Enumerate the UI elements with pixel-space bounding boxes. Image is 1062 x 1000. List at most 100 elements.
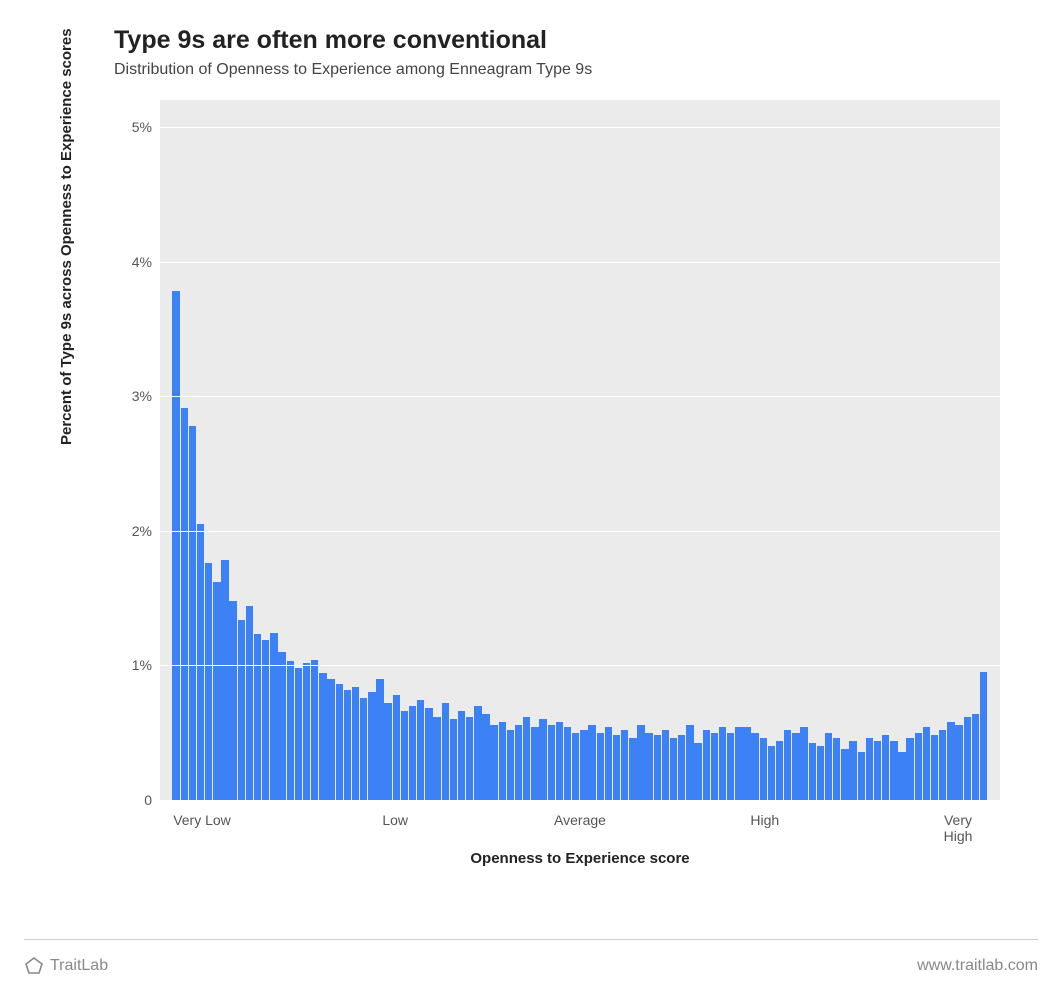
histogram-bar <box>344 690 351 800</box>
histogram-bar <box>393 695 400 800</box>
histogram-bar <box>189 426 196 800</box>
histogram-bar <box>580 730 587 800</box>
histogram-bar <box>523 717 530 800</box>
histogram-bar <box>588 725 595 800</box>
histogram-bar <box>906 738 913 800</box>
x-tick-label: Very High <box>931 812 985 844</box>
x-tick-label: Average <box>554 812 606 828</box>
histogram-bar <box>743 727 750 800</box>
y-axis-title: Percent of Type 9s across Openness to Ex… <box>58 28 75 445</box>
y-tick-label: 1% <box>104 657 152 673</box>
histogram-bar <box>751 733 758 800</box>
histogram-bar <box>964 717 971 800</box>
gridline <box>160 531 1000 532</box>
histogram-bar <box>352 687 359 800</box>
histogram-bar <box>336 684 343 800</box>
footer-url: www.traitlab.com <box>917 957 1038 975</box>
histogram-bar <box>572 733 579 800</box>
histogram-bar <box>499 722 506 800</box>
histogram-bar <box>221 560 228 800</box>
histogram-bar <box>368 692 375 800</box>
gridline <box>160 127 1000 128</box>
gridline <box>160 262 1000 263</box>
histogram-bar <box>327 679 334 800</box>
histogram-bar <box>613 735 620 800</box>
pentagon-icon <box>24 956 44 976</box>
histogram-bar <box>686 725 693 800</box>
histogram-bar <box>678 735 685 800</box>
y-tick-label: 3% <box>104 388 152 404</box>
histogram-bars <box>160 100 1000 800</box>
y-tick-label: 0 <box>104 792 152 808</box>
y-tick-label: 4% <box>104 254 152 270</box>
histogram-bar <box>548 725 555 800</box>
histogram-bar <box>556 722 563 800</box>
histogram-bar <box>474 706 481 800</box>
footer: TraitLab www.traitlab.com <box>24 950 1038 982</box>
histogram-bar <box>319 673 326 800</box>
histogram-bar <box>295 668 302 800</box>
histogram-bar <box>409 706 416 800</box>
histogram-bar <box>450 719 457 800</box>
histogram-bar <box>172 291 179 800</box>
histogram-bar <box>229 601 236 800</box>
footer-divider <box>24 939 1038 940</box>
histogram-bar <box>703 730 710 800</box>
histogram-bar <box>654 735 661 800</box>
x-tick-label: Low <box>382 812 408 828</box>
histogram-bar <box>670 738 677 800</box>
chart-title: Type 9s are often more conventional <box>114 26 1038 55</box>
histogram-bar <box>515 725 522 800</box>
histogram-bar <box>287 661 294 800</box>
histogram-bar <box>849 741 856 800</box>
histogram-bar <box>980 672 987 800</box>
histogram-bar <box>800 727 807 800</box>
histogram-bar <box>425 708 432 800</box>
plot-wrap: 01%2%3%4%5%Very LowLowAverageHighVery Hi… <box>112 90 1012 850</box>
histogram-bar <box>303 663 310 800</box>
histogram-bar <box>898 752 905 800</box>
histogram-bar <box>825 733 832 800</box>
histogram-bar <box>882 735 889 800</box>
histogram-bar <box>784 730 791 800</box>
gridline <box>160 800 1000 801</box>
histogram-bar <box>923 727 930 800</box>
y-tick-label: 5% <box>104 119 152 135</box>
histogram-bar <box>890 741 897 800</box>
histogram-bar <box>711 733 718 800</box>
y-tick-label: 2% <box>104 523 152 539</box>
histogram-bar <box>539 719 546 800</box>
histogram-bar <box>939 730 946 800</box>
histogram-bar <box>637 725 644 800</box>
histogram-bar <box>376 679 383 800</box>
x-tick-label: High <box>750 812 779 828</box>
histogram-bar <box>597 733 604 800</box>
histogram-bar <box>197 524 204 800</box>
histogram-bar <box>531 727 538 800</box>
histogram-bar <box>490 725 497 800</box>
histogram-bar <box>768 746 775 800</box>
histogram-bar <box>866 738 873 800</box>
histogram-bar <box>841 749 848 800</box>
histogram-bar <box>181 408 188 800</box>
x-tick-label: Very Low <box>173 812 231 828</box>
histogram-bar <box>645 733 652 800</box>
histogram-bar <box>931 735 938 800</box>
histogram-bar <box>629 738 636 800</box>
histogram-bar <box>809 743 816 800</box>
histogram-bar <box>947 722 954 800</box>
histogram-bar <box>719 727 726 800</box>
histogram-bar <box>694 743 701 800</box>
x-axis-title: Openness to Experience score <box>470 850 689 867</box>
histogram-bar <box>270 633 277 800</box>
histogram-bar <box>507 730 514 800</box>
histogram-bar <box>417 700 424 800</box>
brand-text: TraitLab <box>50 957 108 975</box>
histogram-bar <box>605 727 612 800</box>
histogram-bar <box>311 660 318 800</box>
plot-area <box>160 100 1000 800</box>
histogram-bar <box>458 711 465 800</box>
histogram-bar <box>384 703 391 800</box>
histogram-bar <box>874 741 881 800</box>
histogram-bar <box>401 711 408 800</box>
